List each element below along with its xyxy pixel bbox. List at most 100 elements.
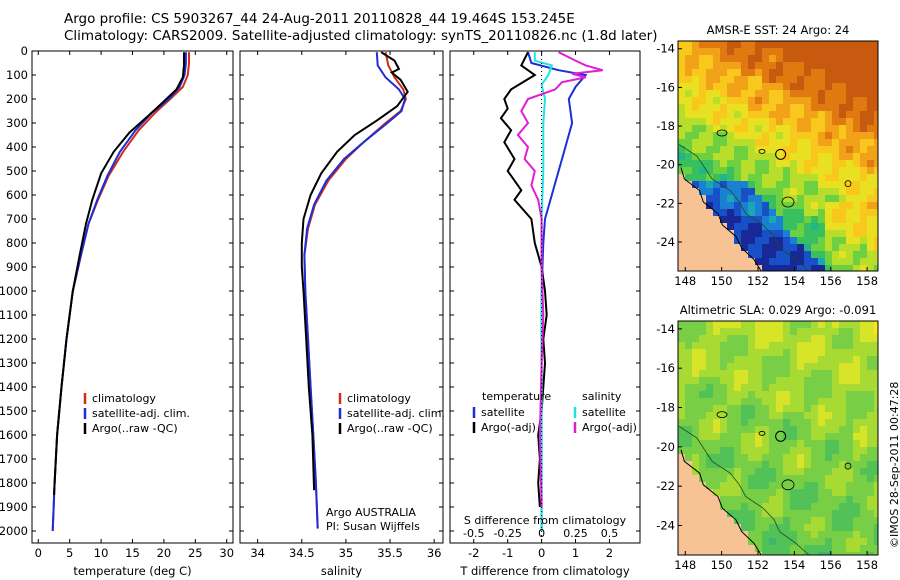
map-cell (783, 62, 790, 69)
map-cell (832, 69, 839, 76)
map-cell (818, 202, 825, 209)
map-cell (776, 538, 783, 545)
map-cell (734, 230, 741, 237)
map-cell (762, 468, 769, 475)
x-tick-label: 0 (35, 546, 42, 560)
map-cell (769, 69, 776, 76)
map-cell (727, 370, 734, 377)
map-cell (783, 321, 790, 328)
map-cell (748, 398, 755, 405)
map-cell (860, 258, 867, 265)
salinity-panel: 34 34.5 35 35.5 36salinityclimatologysatelli… (239, 50, 445, 578)
map-cell (720, 440, 727, 447)
map-cell (699, 181, 706, 188)
map-cell (832, 482, 839, 489)
y-tick-label: 500 (6, 164, 28, 178)
map-cell (776, 454, 783, 461)
map-cell (804, 356, 811, 363)
map-cell (797, 398, 804, 405)
map-cell (748, 510, 755, 517)
map-cell (678, 48, 685, 55)
map-cell (734, 118, 741, 125)
map-cell (755, 447, 762, 454)
map-cell (685, 482, 692, 489)
map-cell (818, 118, 825, 125)
map-cell (832, 258, 839, 265)
map-cell (867, 104, 874, 111)
map-cell (804, 405, 811, 412)
map-cell (853, 167, 860, 174)
map-cell (699, 111, 706, 118)
map-cell (769, 475, 776, 482)
map-cell (790, 545, 797, 552)
map-cell (811, 125, 818, 132)
map-cell (867, 489, 874, 496)
map-cell (699, 363, 706, 370)
map-cell (790, 258, 797, 265)
map-cell (818, 321, 825, 328)
map-cell (867, 405, 874, 412)
map-cell (734, 433, 741, 440)
map-cell (825, 202, 832, 209)
map-cell (846, 97, 853, 104)
map-cell (699, 349, 706, 356)
map-cell (783, 482, 790, 489)
map-cell (790, 62, 797, 69)
shelf-contour (678, 144, 810, 272)
map-cell (825, 321, 832, 328)
map-cell (790, 461, 797, 468)
map-cell (853, 111, 860, 118)
map-cell (783, 195, 790, 202)
map-cell (825, 146, 832, 153)
map-cell (867, 349, 874, 356)
map-cell (860, 370, 867, 377)
map-cell (874, 545, 878, 552)
map-cell (713, 342, 720, 349)
x-tick-label: 20 (157, 546, 172, 560)
map-cell (804, 538, 811, 545)
map-cell (874, 531, 878, 538)
x-tick-label: 35 (339, 546, 354, 560)
map-cell (762, 510, 769, 517)
map-cell (874, 83, 878, 90)
map-cell (727, 223, 734, 230)
map-cell (762, 76, 769, 83)
map-cell (727, 356, 734, 363)
map-cell (769, 461, 776, 468)
map-cell (783, 230, 790, 237)
y-tick-label: 1000 (0, 284, 28, 298)
map-cell (755, 69, 762, 76)
map-cell (874, 237, 878, 244)
map-cell (741, 496, 748, 503)
map-cell (769, 517, 776, 524)
map-cell (797, 454, 804, 461)
map-cell (811, 412, 818, 419)
map-cell (825, 167, 832, 174)
map-cell (762, 398, 769, 405)
map-cell (811, 111, 818, 118)
map-cell (727, 132, 734, 139)
map-cell (699, 461, 706, 468)
map-cell (853, 531, 860, 538)
map-cell (825, 265, 832, 271)
map-cell (846, 391, 853, 398)
map-cell (769, 538, 776, 545)
map-cell (706, 223, 713, 230)
map-y-tick-label: -22 (656, 479, 675, 493)
map-cell (762, 454, 769, 461)
map-cell (706, 265, 713, 271)
map-cell (678, 538, 685, 545)
map-cell (769, 328, 776, 335)
map-cell (839, 97, 846, 104)
map-cell (713, 69, 720, 76)
map-cell (678, 69, 685, 76)
map-cell (692, 153, 699, 160)
map-cell (678, 454, 685, 461)
map-cell (776, 118, 783, 125)
map-cell (755, 167, 762, 174)
map-cell (804, 517, 811, 524)
map-cell (720, 97, 727, 104)
map-cell (818, 482, 825, 489)
map-cell (874, 160, 878, 167)
map-cell (839, 265, 846, 271)
